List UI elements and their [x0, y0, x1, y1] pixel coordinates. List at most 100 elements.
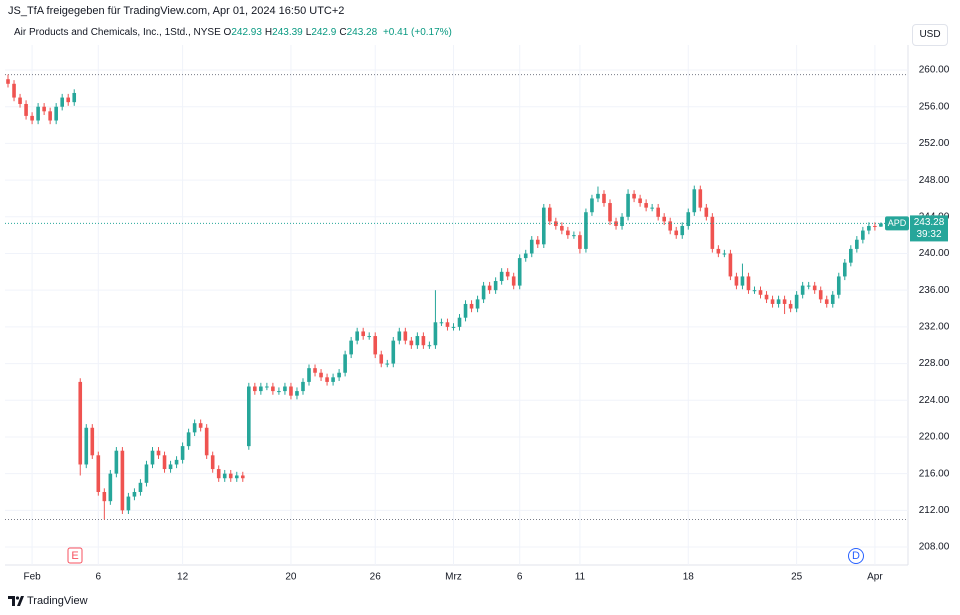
- ohlc: O242.93 H243.39 L242.9 C243.28: [224, 27, 381, 38]
- candle-body: [439, 322, 444, 324]
- candle-body: [421, 336, 426, 346]
- candle-body: [138, 482, 143, 492]
- candle-body: [54, 106, 58, 121]
- candle-body: [758, 290, 763, 295]
- candle-body: [174, 459, 179, 465]
- candle-body: [879, 223, 883, 227]
- y-tick-label: 248.00: [919, 175, 950, 186]
- candle-body: [523, 253, 528, 259]
- candle-body: [397, 331, 402, 341]
- candle-body: [517, 258, 522, 286]
- y-tick-label: 216.00: [919, 468, 950, 479]
- candle-body: [584, 212, 588, 249]
- candle-body: [295, 391, 299, 396]
- candle-body: [301, 381, 305, 392]
- candle-body: [331, 377, 335, 382]
- candle-body: [680, 225, 685, 236]
- candle-body: [812, 285, 817, 291]
- candle-body: [806, 285, 811, 287]
- candle-body: [650, 207, 654, 209]
- candle-body: [409, 340, 414, 346]
- x-tick-label: 25: [791, 572, 803, 583]
- candle-body: [578, 235, 582, 249]
- x-tick-label: Apr: [867, 572, 883, 583]
- ohlc-key: H: [264, 27, 273, 38]
- candle-body: [198, 423, 203, 428]
- candle-body: [626, 193, 630, 217]
- candle-body: [560, 225, 564, 231]
- candle-body: [548, 207, 552, 222]
- candle-body: [349, 340, 353, 355]
- dividend-marker[interactable]: [848, 548, 864, 564]
- ohlc-value: 242.9: [311, 27, 337, 38]
- candle-body: [373, 336, 378, 355]
- earnings-marker[interactable]: [67, 547, 83, 564]
- candle-body: [313, 368, 317, 373]
- y-tick-label: 208.00: [919, 542, 950, 553]
- candle-body: [535, 239, 540, 245]
- candle-body: [704, 207, 709, 217]
- candle-body: [794, 294, 799, 309]
- candle-body: [240, 475, 245, 479]
- footer: TradingView: [8, 595, 88, 607]
- candle-body: [222, 473, 227, 479]
- candle-body: [30, 115, 34, 121]
- candle-body: [463, 303, 468, 318]
- candle-body: [566, 230, 570, 236]
- candle-body: [824, 299, 829, 304]
- candle-body: [234, 475, 239, 479]
- candle-body: [596, 193, 600, 199]
- candle-body: [361, 331, 365, 337]
- candle-body: [620, 216, 624, 226]
- candle-body: [427, 345, 432, 347]
- candle-body: [319, 372, 323, 378]
- candle-body: [457, 317, 462, 327]
- y-tick-label: 256.00: [919, 101, 950, 112]
- candle-body: [770, 299, 775, 304]
- ohlc-value: 243.39: [272, 27, 303, 38]
- candle-body: [108, 473, 113, 502]
- candle-body: [283, 386, 287, 392]
- candle-body: [662, 216, 666, 222]
- ohlc-value: 242.93: [231, 27, 262, 38]
- candle-body: [722, 253, 727, 255]
- y-tick-label: 260.00: [919, 65, 950, 76]
- candle-body: [638, 198, 642, 204]
- candle-body: [842, 262, 847, 277]
- y-tick-label: 240.00: [919, 248, 950, 259]
- candle-body: [325, 377, 329, 382]
- candle-body: [867, 225, 871, 231]
- candle-body: [180, 446, 185, 460]
- countdown-label: 39:32: [916, 229, 941, 240]
- ohlc-key: C: [339, 27, 347, 38]
- candle-body: [18, 97, 22, 104]
- candle-body: [782, 299, 787, 304]
- candle-body: [210, 455, 215, 470]
- candle-body: [445, 322, 450, 327]
- currency-button[interactable]: USD: [912, 24, 948, 46]
- candle-body: [72, 92, 77, 103]
- candle-body: [608, 203, 612, 222]
- candle-body: [144, 464, 149, 483]
- candle-body: [493, 281, 498, 291]
- candle-body: [247, 386, 251, 447]
- candle-body: [120, 450, 125, 511]
- candle-body: [84, 427, 89, 465]
- x-tick-label: 6: [517, 572, 523, 583]
- x-tick-label: Feb: [23, 572, 41, 583]
- candle-body: [60, 97, 64, 107]
- candle-body: [746, 276, 751, 291]
- candle-body: [385, 363, 390, 365]
- candle-body: [150, 450, 155, 465]
- candle-body: [36, 106, 40, 121]
- candle-body: [674, 230, 679, 236]
- x-tick-label: 26: [370, 572, 382, 583]
- candle-body: [259, 386, 263, 392]
- ohlc-key: L: [305, 27, 312, 38]
- x-tick-label: 18: [683, 572, 695, 583]
- candle-body: [572, 235, 576, 237]
- y-tick-label: 252.00: [919, 138, 950, 149]
- candle-body: [216, 469, 221, 479]
- candle-body: [132, 491, 137, 497]
- candle-body: [355, 331, 359, 341]
